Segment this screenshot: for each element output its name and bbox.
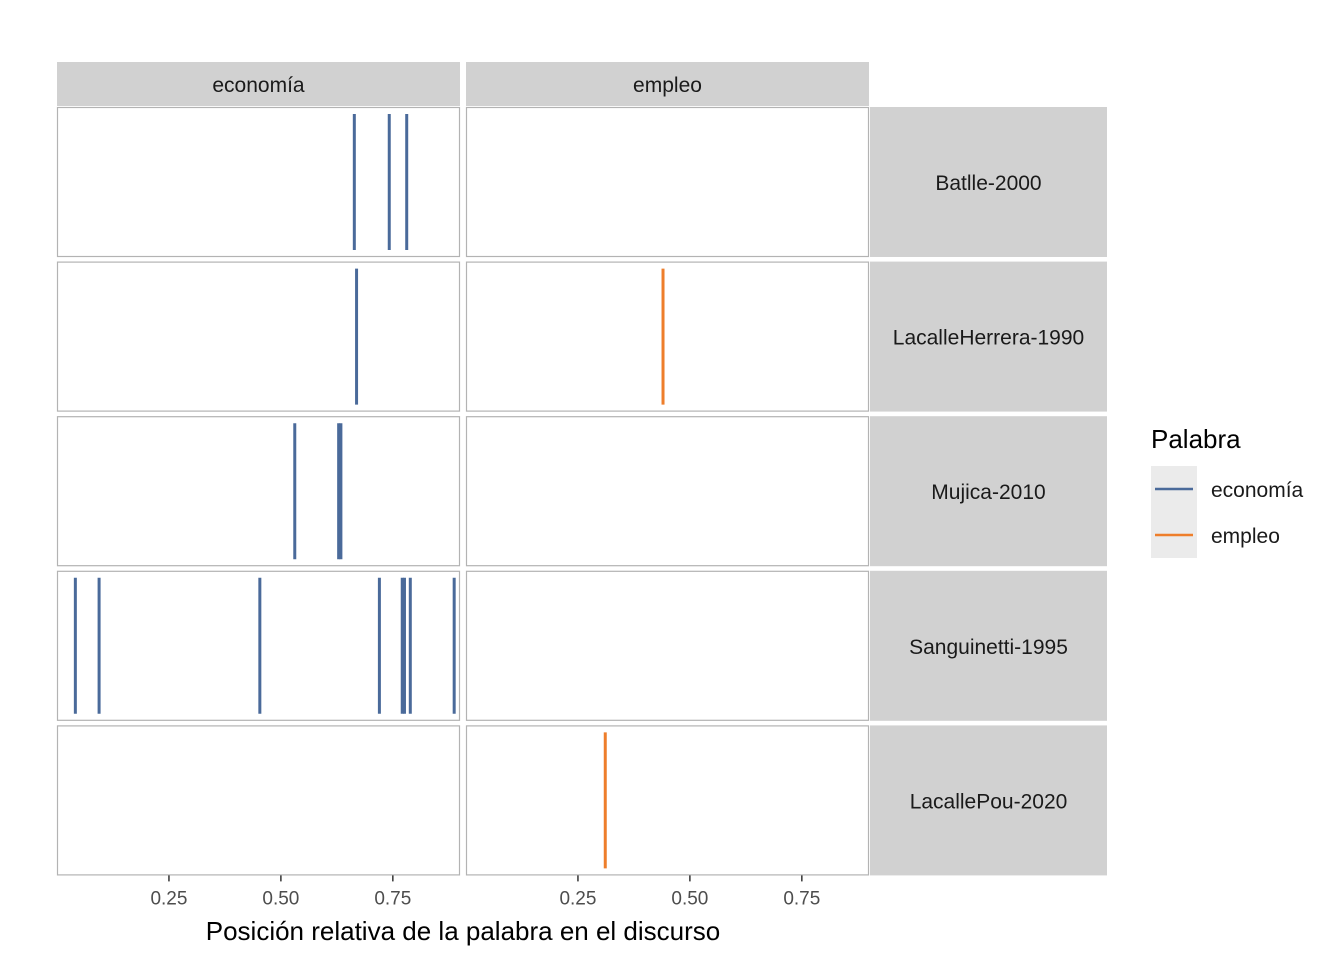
- x-tick-label: 0.50: [262, 888, 299, 909]
- x-axis: 0.25 0.50 0.75 0.25 0.50 0.75: [150, 875, 820, 909]
- facet-panels: [56, 106, 870, 876]
- facet-panel: [56, 416, 461, 567]
- row-strip: [870, 725, 1107, 876]
- row-strip: [870, 570, 1107, 721]
- row-strip-label: Mujica-2010: [931, 481, 1045, 504]
- column-strip-label: empleo: [633, 74, 702, 97]
- facet-panel: [465, 261, 870, 412]
- rug-marks: [73, 114, 665, 869]
- row-strip: [870, 261, 1107, 412]
- row-strip: [870, 416, 1107, 567]
- x-tick-label: 0.50: [671, 888, 708, 909]
- facet-panel: [465, 416, 870, 567]
- facet-panel: [56, 106, 461, 258]
- row-strip-label: Sanguinetti-1995: [909, 636, 1068, 659]
- facet-panel: [465, 725, 870, 876]
- legend: Palabra economía empleo: [1151, 424, 1304, 558]
- facet-panel: [56, 725, 461, 876]
- row-strip: [870, 107, 1107, 257]
- x-tick-label: 0.75: [374, 888, 411, 909]
- x-tick-label: 0.25: [150, 888, 187, 909]
- x-tick-label: 0.25: [559, 888, 596, 909]
- legend-item-label: empleo: [1211, 525, 1280, 548]
- facet-strips: economía empleo Batlle-2000 LacalleHerrera-…: [57, 62, 1107, 876]
- facet-panel: [465, 106, 870, 258]
- column-strip-label: economía: [212, 74, 305, 97]
- row-strip-label: LacalleHerrera-1990: [893, 327, 1084, 350]
- facet-panel: [465, 570, 870, 721]
- row-strip-label: LacallePou-2020: [910, 790, 1068, 813]
- x-axis-label: Posición relativa de la palabra en el di…: [206, 916, 721, 946]
- column-strip: [466, 62, 869, 106]
- legend-title: Palabra: [1151, 424, 1241, 454]
- x-tick-label: 0.75: [783, 888, 820, 909]
- facet-panel: [56, 261, 461, 412]
- legend-key-background: [1151, 466, 1197, 558]
- column-strip: [57, 62, 460, 106]
- legend-item-label: economía: [1211, 479, 1304, 502]
- row-strip-label: Batlle-2000: [935, 172, 1041, 195]
